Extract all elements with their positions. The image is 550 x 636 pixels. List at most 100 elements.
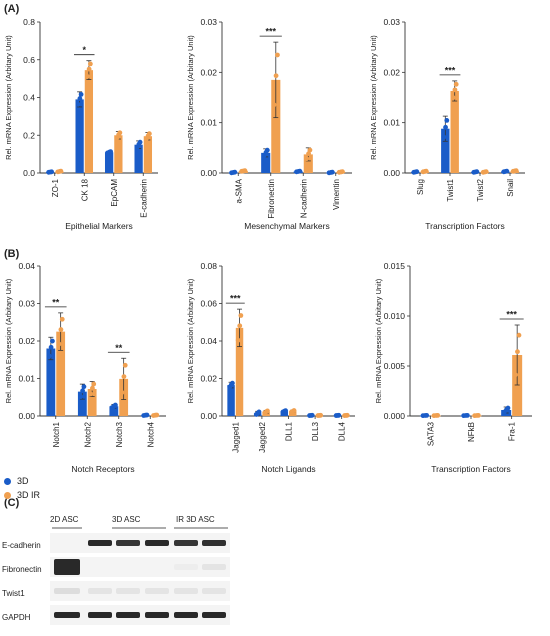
data-point xyxy=(144,412,150,418)
x-tick-label: DLL3 xyxy=(311,421,320,441)
blot-band xyxy=(202,588,226,594)
data-point xyxy=(56,341,62,347)
blot-band xyxy=(145,588,169,594)
data-point xyxy=(464,412,470,418)
data-point xyxy=(121,374,127,380)
data-point xyxy=(340,169,345,175)
x-tick-label: Slug xyxy=(416,179,425,195)
data-point xyxy=(475,412,481,418)
data-point xyxy=(318,412,324,418)
data-point xyxy=(344,412,350,418)
blot-group-ir-3d-asc: IR 3D ASC xyxy=(176,515,215,524)
data-point xyxy=(515,349,520,355)
significance-label: ** xyxy=(52,297,60,307)
data-point xyxy=(48,344,54,350)
legend-swatch-3d xyxy=(4,477,11,485)
data-point xyxy=(291,408,297,413)
data-point xyxy=(452,87,458,93)
significance-label: *** xyxy=(265,27,276,37)
data-point xyxy=(146,131,152,137)
data-point xyxy=(450,95,456,101)
blot-band xyxy=(116,540,140,546)
bar xyxy=(56,331,66,416)
data-point xyxy=(444,118,450,123)
y-tick-label: 0.4 xyxy=(23,93,35,103)
data-point xyxy=(513,168,519,174)
x-tick-label: Twist2 xyxy=(476,178,485,201)
data-point xyxy=(86,66,92,72)
data-point xyxy=(453,81,459,87)
blot-band xyxy=(202,540,226,546)
x-tick-label: N-cadherin xyxy=(299,179,308,218)
legend-label-3d: 3D xyxy=(17,476,29,486)
blot-row-label-e-cadherin: E-cadherin xyxy=(2,541,41,550)
data-point xyxy=(504,168,510,174)
y-tick-label: 0.03 xyxy=(383,17,400,27)
data-point xyxy=(78,394,84,399)
bar xyxy=(271,79,281,173)
data-point xyxy=(505,405,511,411)
bar xyxy=(134,144,143,173)
bar xyxy=(109,406,119,416)
panel-label-b: (B) xyxy=(4,248,20,260)
y-tick-label: 0.01 xyxy=(18,374,35,384)
data-point xyxy=(154,412,160,418)
y-tick-label: 0.01 xyxy=(383,118,400,128)
bar xyxy=(77,391,87,416)
legend-item-3d: 3D xyxy=(4,476,29,486)
y-tick-label: 0.02 xyxy=(18,336,35,346)
y-tick-label: 0.00 xyxy=(200,411,217,421)
data-point xyxy=(256,409,262,415)
data-point xyxy=(441,134,447,140)
significance-label: *** xyxy=(230,294,241,304)
y-tick-label: 0.6 xyxy=(23,55,35,65)
y-axis-label: Rel. mRNA Expression (Arbitary Unit) xyxy=(186,35,195,160)
significance-label: ** xyxy=(115,343,123,353)
data-point xyxy=(91,381,97,387)
y-tick-label: 0.000 xyxy=(384,411,406,421)
data-point xyxy=(336,412,342,418)
bar xyxy=(261,152,271,173)
x-axis-label: Mesenchymal Markers xyxy=(244,221,330,231)
blot-band xyxy=(174,564,198,570)
blot-band xyxy=(88,540,112,546)
data-point xyxy=(306,151,311,157)
significance-label: *** xyxy=(506,310,517,320)
bar xyxy=(512,355,523,416)
blot-band xyxy=(88,612,112,618)
western-blot-image xyxy=(50,527,230,627)
y-axis-label: Rel. mRNA Expression (Arbitary Unit) xyxy=(4,278,13,403)
data-point xyxy=(78,92,84,97)
data-point xyxy=(49,169,55,175)
data-point xyxy=(77,96,83,101)
x-tick-label: EpCAM xyxy=(110,179,119,207)
bar xyxy=(450,90,459,173)
data-point xyxy=(84,73,90,79)
significance-label: * xyxy=(82,45,86,55)
legend-label-3d-ir: 3D IR xyxy=(17,490,41,500)
blot-band xyxy=(145,612,169,618)
chart-5: 0.00 0.02 0.04 0.06 0.08 Rel. mRNA Expression… xyxy=(186,261,355,474)
blot-band xyxy=(145,564,169,570)
x-axis-label: Epithelial Markers xyxy=(65,221,133,231)
data-point xyxy=(232,169,238,175)
blot-band xyxy=(88,588,112,594)
data-point xyxy=(238,313,244,318)
panel-label-c: (C) xyxy=(4,497,20,509)
x-tick-label: SATA3 xyxy=(426,421,435,446)
data-point xyxy=(122,362,128,368)
y-tick-label: 0.00 xyxy=(200,168,217,178)
data-point xyxy=(414,169,420,175)
blot-band xyxy=(174,612,198,618)
x-axis-label: Notch Receptors xyxy=(71,464,134,474)
blot-band xyxy=(54,559,80,575)
blot-band xyxy=(54,588,80,594)
y-tick-label: 0.01 xyxy=(200,118,217,128)
data-point xyxy=(483,169,489,175)
y-tick-label: 0.0 xyxy=(23,168,35,178)
y-tick-label: 0.8 xyxy=(23,17,35,27)
blot-group-2d-asc: 2D ASC xyxy=(50,515,79,524)
x-tick-label: CK 18 xyxy=(80,178,89,201)
data-point xyxy=(297,168,303,174)
